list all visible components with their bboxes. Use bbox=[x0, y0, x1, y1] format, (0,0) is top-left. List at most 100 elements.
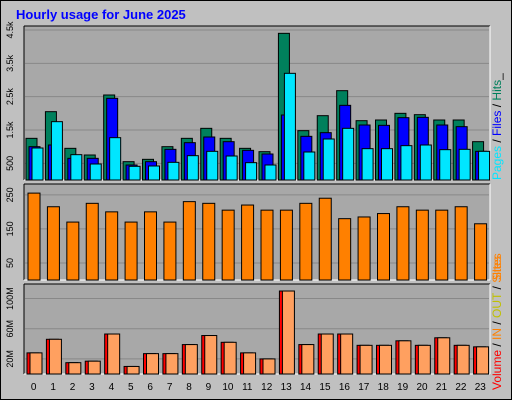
pages-bar bbox=[109, 137, 122, 181]
sites-bar bbox=[396, 206, 410, 281]
volume-in-bar bbox=[29, 352, 43, 375]
sites-bar bbox=[85, 202, 99, 281]
volume-in-bar bbox=[68, 362, 82, 375]
hour-tick-label: 21 bbox=[436, 382, 448, 393]
volume-panel-ylabel-part: / bbox=[490, 318, 504, 328]
hour-tick-label: 18 bbox=[378, 382, 390, 393]
hour-tick-label: 0 bbox=[31, 382, 37, 393]
sites-panel-tick-label: 50 bbox=[5, 258, 15, 268]
pages-bar bbox=[31, 147, 44, 181]
hits-panel-ylabel-part: / bbox=[490, 136, 504, 146]
sites-bar bbox=[260, 209, 274, 281]
hits-panel-tick-label: 1.5k bbox=[5, 121, 15, 139]
sites-bar bbox=[46, 206, 60, 281]
sites-panel-ylabel: Sites bbox=[490, 253, 504, 280]
volume-panel-ylabel-part: IN bbox=[490, 328, 504, 340]
sites-bar bbox=[338, 218, 352, 281]
sites-bar bbox=[202, 202, 216, 281]
hits-panel-tick-label: 2.5k bbox=[5, 88, 15, 106]
hits-panel-ylabel-part: _ bbox=[490, 73, 504, 81]
sites-panel-plot-area bbox=[24, 184, 490, 280]
hits-panel-ylabel-part: Hits bbox=[490, 80, 504, 101]
pages-bar bbox=[128, 165, 141, 181]
pages-bar bbox=[400, 145, 413, 181]
volume-in-bar bbox=[146, 353, 159, 375]
volume-panel-ylabel-part: Volume bbox=[490, 350, 504, 390]
pages-bar bbox=[89, 163, 102, 181]
hour-tick-label: 15 bbox=[319, 382, 331, 393]
hour-tick-label: 3 bbox=[89, 382, 95, 393]
pages-bar bbox=[206, 150, 219, 181]
sites-bar bbox=[357, 216, 371, 281]
chart-title: Hourly usage for June 2025 bbox=[16, 7, 186, 22]
sites-bar bbox=[435, 209, 449, 281]
sites-bar bbox=[454, 206, 468, 281]
volume-in-bar bbox=[301, 344, 315, 375]
sites-bar bbox=[279, 209, 293, 281]
pages-bar bbox=[167, 161, 180, 181]
hour-tick-label: 10 bbox=[222, 382, 234, 393]
hour-tick-label: 20 bbox=[416, 382, 428, 393]
pages-bar bbox=[439, 149, 452, 181]
pages-bar bbox=[283, 72, 296, 181]
hour-tick-label: 22 bbox=[455, 382, 467, 393]
pages-bar bbox=[322, 138, 335, 181]
volume-in-bar bbox=[107, 333, 121, 375]
pages-bar bbox=[264, 164, 277, 181]
pages-bar bbox=[50, 121, 63, 181]
volume-panel-tick-label: 60M bbox=[5, 320, 15, 338]
hour-tick-label: 8 bbox=[186, 382, 192, 393]
hour-tick-label: 13 bbox=[281, 382, 293, 393]
volume-in-bar bbox=[437, 337, 451, 375]
sites-bar bbox=[66, 221, 80, 281]
volume-in-bar bbox=[359, 344, 373, 375]
volume-in-bar bbox=[456, 344, 470, 375]
volume-in-bar bbox=[340, 333, 354, 375]
pages-bar bbox=[342, 127, 355, 181]
volume-in-bar bbox=[398, 340, 412, 375]
hits-panel-ylabel-part: / bbox=[490, 101, 504, 111]
hour-tick-label: 23 bbox=[475, 382, 487, 393]
hits-panel-tick-label: 4.5k bbox=[5, 21, 15, 39]
volume-panel-ylabel-part: / bbox=[490, 340, 504, 350]
sites-bar bbox=[124, 221, 138, 281]
hour-tick-label: 7 bbox=[167, 382, 173, 393]
sites-bar bbox=[163, 221, 177, 281]
volume-in-bar bbox=[126, 365, 140, 375]
hits-panel-ylabel-part: Pages bbox=[490, 146, 504, 180]
sites-panel-tick-label: 250 bbox=[5, 187, 15, 202]
sites-bar bbox=[318, 197, 332, 281]
pages-bar bbox=[186, 155, 199, 181]
sites-bar bbox=[182, 201, 196, 281]
sites-bar bbox=[415, 209, 429, 281]
sites-bar bbox=[241, 204, 255, 281]
hour-tick-label: 16 bbox=[339, 382, 351, 393]
pages-bar bbox=[361, 148, 374, 181]
hits-panel-tick-label: 3.5k bbox=[5, 54, 15, 72]
volume-in-bar bbox=[379, 344, 392, 375]
hits-panel-ylabel-part: Files bbox=[490, 111, 504, 136]
volume-panel-ylabel: Volume / IN / OUT / Sites bbox=[490, 256, 504, 390]
volume-in-bar bbox=[204, 335, 218, 375]
hour-tick-label: 19 bbox=[397, 382, 409, 393]
hour-tick-label: 6 bbox=[147, 382, 153, 393]
pages-bar bbox=[381, 148, 393, 181]
sites-bar bbox=[144, 211, 157, 281]
volume-in-bar bbox=[48, 338, 62, 375]
sites-bar bbox=[105, 211, 119, 281]
pages-bar bbox=[419, 144, 432, 181]
hits-panel-ylabel: Pages / Files / Hits_ bbox=[490, 73, 504, 180]
hour-tick-label: 14 bbox=[300, 382, 312, 393]
volume-in-bar bbox=[87, 360, 101, 375]
pages-bar bbox=[70, 154, 83, 181]
pages-bar bbox=[148, 165, 160, 181]
pages-bar bbox=[225, 155, 238, 181]
hour-tick-label: 5 bbox=[128, 382, 134, 393]
sites-bar bbox=[221, 209, 235, 281]
pages-bar bbox=[245, 162, 258, 181]
volume-in-bar bbox=[165, 353, 179, 375]
hour-tick-label: 9 bbox=[206, 382, 212, 393]
volume-in-bar bbox=[262, 358, 276, 375]
volume-in-bar bbox=[476, 346, 490, 375]
